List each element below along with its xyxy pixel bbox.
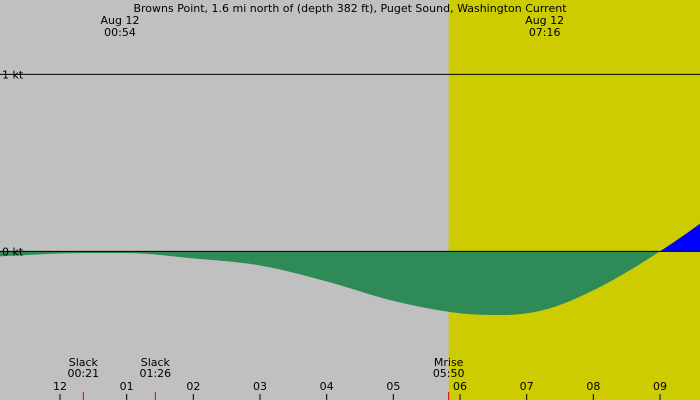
x-tick-label: 06 xyxy=(453,380,467,393)
x-tick-label: 02 xyxy=(186,380,200,393)
x-tick-label: 01 xyxy=(120,380,134,393)
top-time-label: 00:54 xyxy=(104,26,136,39)
top-date-label: Aug 12 xyxy=(101,14,140,27)
event-name: Mrise xyxy=(434,356,464,369)
event-time: 05:50 xyxy=(433,367,465,380)
x-tick-label: 08 xyxy=(586,380,600,393)
event-name: Slack xyxy=(141,356,171,369)
y-tick-label: 0 kt xyxy=(2,245,24,258)
event-name: Slack xyxy=(69,356,99,369)
y-tick-label: 1 kt xyxy=(2,68,24,81)
event-time: 00:21 xyxy=(67,367,99,380)
x-tick-label: 03 xyxy=(253,380,267,393)
x-tick-label: 09 xyxy=(653,380,667,393)
x-axis-ticks: 1112010203040506070809101112010203040506… xyxy=(0,380,667,400)
x-tick-label: 04 xyxy=(320,380,334,393)
event-time: 01:26 xyxy=(139,367,171,380)
x-tick-label: 12 xyxy=(53,380,67,393)
x-tick-label: 05 xyxy=(386,380,400,393)
y-axis-ticks: 1 kt 0 kt xyxy=(0,68,700,258)
ebb-current-area xyxy=(0,251,700,316)
chart-title: Browns Point, 1.6 mi north of (depth 382… xyxy=(133,2,567,15)
daylight-band xyxy=(448,0,700,400)
event-labels: Slack00:21Slack01:26Mrise05:50Slack09:55… xyxy=(67,356,465,400)
top-time-label: 07:16 xyxy=(529,26,561,39)
x-tick-label: 07 xyxy=(520,380,534,393)
top-date-label: Aug 12 xyxy=(525,14,564,27)
